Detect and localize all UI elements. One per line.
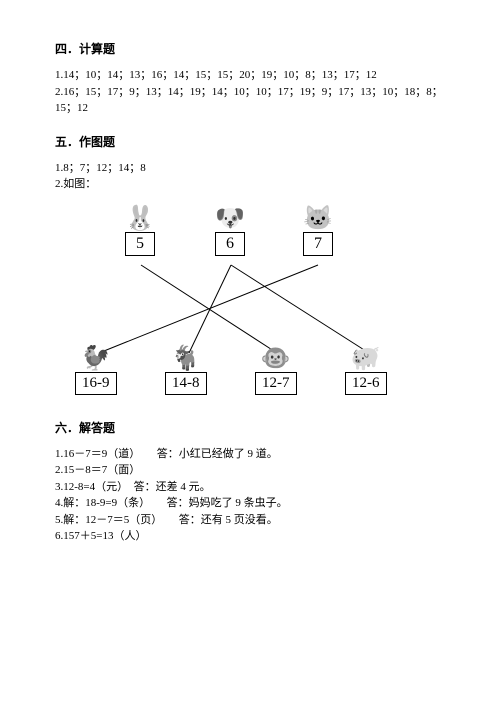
animal-icon: 🐱 — [303, 207, 333, 231]
section-6-heading: 六．解答题 — [55, 419, 450, 436]
animal-icon: 🐖 — [345, 347, 387, 371]
section-6-line2: 2.15－8＝7（面） — [55, 462, 450, 479]
animal-icon: 🐓 — [75, 347, 117, 371]
section-6-line6: 6.157＋5=13（人） — [55, 528, 450, 545]
top-node-2: 🐱7 — [303, 207, 333, 256]
expr-box: 14-8 — [165, 372, 207, 395]
bottom-node-1: 🐐14-8 — [165, 347, 207, 395]
section-5-line1: 1.8；7；12；14；8 — [55, 160, 450, 177]
section-4-body: 1.14；10；14；13；16；14；15；15；20；19；10；8；13；… — [55, 67, 450, 117]
page: 四．计算题 1.14；10；14；13；16；14；15；15；20；19；10… — [0, 0, 500, 708]
animal-icon: 🐵 — [255, 347, 297, 371]
section-4-line2: 2.16；15；17；9；13；14；19；14；10；10；17；19；9；1… — [55, 84, 450, 117]
section-5: 五．作图题 1.8；7；12；14；8 2.如图： 🐰5🐶6🐱7 🐓16-9🐐1… — [55, 133, 450, 403]
section-5-heading: 五．作图题 — [55, 133, 450, 150]
section-6: 六．解答题 1.16－7＝9（道） 答：小红已经做了 9 道。 2.15－8＝7… — [55, 419, 450, 545]
bottom-node-0: 🐓16-9 — [75, 347, 117, 395]
num-box: 5 — [125, 232, 155, 256]
num-box: 6 — [215, 232, 245, 256]
expr-box: 12-6 — [345, 372, 387, 395]
section-4: 四．计算题 1.14；10；14；13；16；14；15；15；20；19；10… — [55, 40, 450, 117]
top-node-0: 🐰5 — [125, 207, 155, 256]
section-6-line3: 3.12-8=4（元） 答：还差 4 元。 — [55, 479, 450, 496]
animal-icon: 🐐 — [165, 347, 207, 371]
section-6-line5: 5.解：12－7＝5（页） 答：还有 5 页没看。 — [55, 512, 450, 529]
animal-icon: 🐶 — [215, 207, 245, 231]
bottom-node-2: 🐵12-7 — [255, 347, 297, 395]
section-6-line1: 1.16－7＝9（道） 答：小红已经做了 9 道。 — [55, 446, 450, 463]
expr-box: 16-9 — [75, 372, 117, 395]
section-5-body: 1.8；7；12；14；8 2.如图： — [55, 160, 450, 193]
expr-box: 12-7 — [255, 372, 297, 395]
section-4-line1: 1.14；10；14；13；16；14；15；15；20；19；10；8；13；… — [55, 67, 450, 84]
bottom-node-3: 🐖12-6 — [345, 347, 387, 395]
matching-diagram: 🐰5 🐶6 🐱7 🐓16-9 🐐14-8 🐵12-7 🐖12-6 — [55, 203, 415, 403]
section-6-body: 1.16－7＝9（道） 答：小红已经做了 9 道。 2.15－8＝7（面） 3.… — [55, 446, 450, 545]
section-4-heading: 四．计算题 — [55, 40, 450, 57]
num-box: 7 — [303, 232, 333, 256]
animal-icon: 🐰 — [125, 207, 155, 231]
section-6-line4: 4.解：18-9=9（条） 答：妈妈吃了 9 条虫子。 — [55, 495, 450, 512]
top-node-1: 🐶6 — [215, 207, 245, 256]
section-5-line2: 2.如图： — [55, 176, 450, 193]
